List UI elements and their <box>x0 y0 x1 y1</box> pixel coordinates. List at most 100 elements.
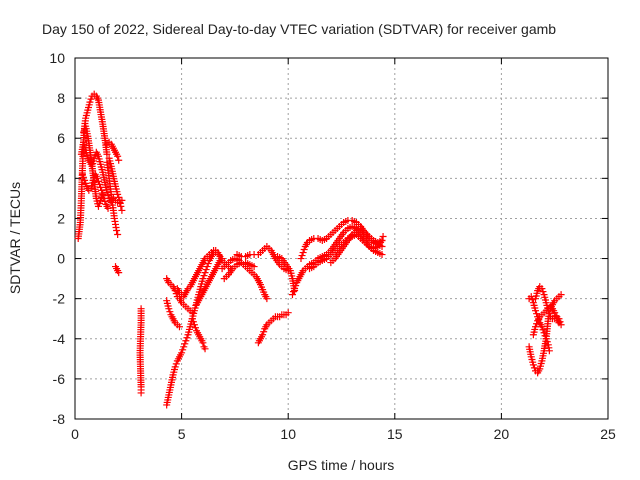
data-point <box>532 307 540 315</box>
data-point <box>378 237 386 245</box>
data-point <box>103 150 111 158</box>
data-point <box>263 295 271 303</box>
grid-lines <box>75 58 608 419</box>
data-point <box>179 346 187 354</box>
data-point <box>551 309 559 317</box>
data-point <box>104 204 112 212</box>
data-point <box>80 173 88 181</box>
data-point <box>118 196 126 204</box>
data-point <box>117 202 125 210</box>
data-point <box>103 188 111 196</box>
data-point <box>542 335 550 343</box>
data-point <box>172 360 180 368</box>
data-point <box>137 389 145 397</box>
data-point <box>114 190 122 198</box>
data-point <box>539 326 547 334</box>
data-point <box>81 176 89 184</box>
data-point <box>101 197 109 205</box>
data-point <box>203 263 211 271</box>
data-point <box>297 255 305 263</box>
data-point <box>201 345 209 353</box>
y-axis-label: SDTVAR / TECUs <box>7 182 23 294</box>
data-point <box>291 285 299 293</box>
data-point <box>118 206 126 214</box>
data-point <box>292 282 300 290</box>
data-point <box>204 260 212 268</box>
data-point <box>86 98 94 106</box>
y-tick-label: -8 <box>53 411 66 427</box>
data-point <box>379 232 387 240</box>
data-point <box>182 337 190 345</box>
y-tick-label: -6 <box>53 371 66 387</box>
x-tick-label: 25 <box>600 426 616 442</box>
data-point <box>80 128 88 136</box>
data-point <box>99 190 107 198</box>
data-point <box>541 332 549 340</box>
data-points <box>74 90 565 409</box>
data-point <box>78 170 86 178</box>
x-axis-label: GPS time / hours <box>288 457 395 473</box>
data-point <box>190 321 198 329</box>
data-point <box>300 246 308 254</box>
data-point <box>175 323 183 331</box>
data-point <box>527 293 535 301</box>
y-axis-ticks: -8 -6 -4 -2 0 2 4 6 8 10 <box>49 50 608 427</box>
data-point <box>532 323 540 331</box>
data-point <box>299 249 307 257</box>
data-point <box>178 349 186 357</box>
data-point <box>199 275 207 283</box>
data-point <box>250 263 258 271</box>
chart-title: Day 150 of 2022, Sidereal Day-to-day VTE… <box>42 21 556 37</box>
data-point <box>201 269 209 277</box>
data-point <box>284 309 292 317</box>
data-point <box>538 285 546 293</box>
data-point <box>528 296 536 304</box>
data-point <box>96 199 104 207</box>
data-point <box>545 310 553 318</box>
data-point <box>539 288 547 296</box>
data-point <box>188 309 196 317</box>
data-point <box>212 249 220 257</box>
x-tick-label: 0 <box>71 426 79 442</box>
data-point <box>94 177 102 185</box>
data-point <box>166 308 174 316</box>
data-point <box>181 340 189 348</box>
y-tick-label: 0 <box>57 251 65 267</box>
y-tick-label: -2 <box>53 291 66 307</box>
x-tick-label: 20 <box>494 426 510 442</box>
data-point <box>114 152 122 160</box>
data-point <box>97 196 105 204</box>
data-point <box>378 251 386 259</box>
data-point <box>115 193 123 201</box>
data-point <box>218 255 226 263</box>
x-tick-label: 10 <box>280 426 296 442</box>
data-point <box>180 343 188 351</box>
x-axis-ticks: 0 5 10 15 20 25 <box>71 58 616 442</box>
data-point <box>113 226 121 234</box>
data-point <box>202 266 210 274</box>
data-point <box>191 324 199 332</box>
data-point <box>530 364 538 372</box>
data-point <box>543 338 551 346</box>
data-point <box>259 331 267 339</box>
data-point <box>115 156 123 164</box>
data-point <box>82 179 90 187</box>
data-point <box>94 202 102 210</box>
y-tick-label: 8 <box>57 90 65 106</box>
data-point <box>183 334 191 342</box>
y-tick-label: 4 <box>57 170 65 186</box>
data-point <box>115 269 123 277</box>
y-tick-label: 10 <box>49 50 65 66</box>
data-point <box>552 312 560 320</box>
data-point <box>557 291 565 299</box>
data-point <box>98 193 106 201</box>
data-point <box>171 363 179 371</box>
data-point <box>290 288 298 296</box>
data-point <box>200 272 208 280</box>
data-point <box>288 291 296 299</box>
y-tick-label: 6 <box>57 130 65 146</box>
data-point <box>87 95 95 103</box>
data-point <box>188 315 196 323</box>
data-point <box>555 319 563 327</box>
